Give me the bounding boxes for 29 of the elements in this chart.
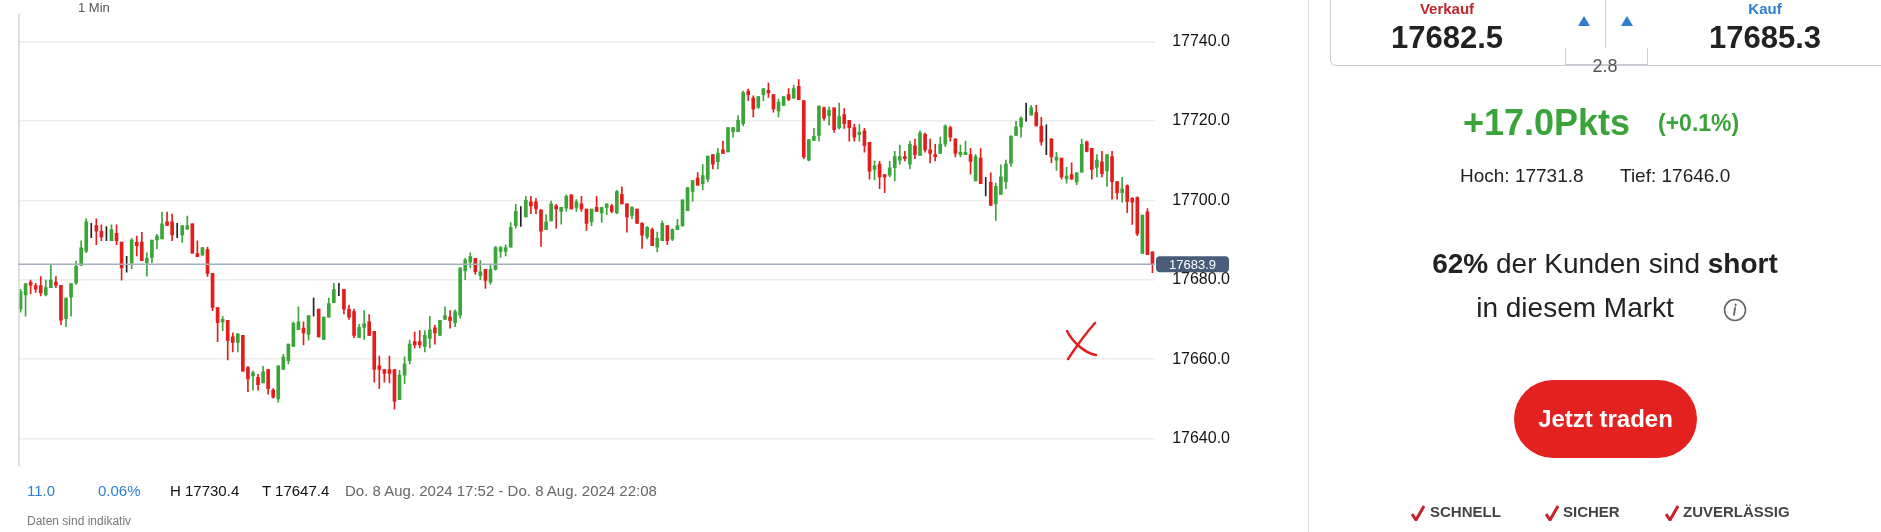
- text: Kauf: [1747, 0, 1783, 17]
- text: +17.0Pkts: [1463, 102, 1631, 144]
- y-tick-label: 17680.0: [1172, 270, 1231, 288]
- text: 11.0: [27, 482, 56, 499]
- text: 17682.5: [1389, 20, 1505, 56]
- text: in diesem Markt: [1475, 292, 1675, 324]
- text: 0.06%: [98, 482, 141, 499]
- y-tick-label: 17720.0: [1172, 111, 1231, 129]
- text: Daten sind indikativ: [27, 514, 132, 528]
- text: 62% der Kunden sind short: [1432, 248, 1778, 279]
- text: H 17730.4: [170, 482, 240, 499]
- ref-line-label: 17683.9: [1169, 256, 1216, 272]
- text: SCHNELL: [1430, 503, 1501, 520]
- text: Tief: 17646.0: [1620, 165, 1731, 187]
- annotation: 1 Min: [78, 0, 110, 15]
- y-tick-label: 17700.0: [1172, 190, 1231, 208]
- text: 17685.3: [1707, 20, 1823, 56]
- text: Hoch: 17731.8: [1460, 165, 1584, 187]
- text: ZUVERLÄSSIG: [1683, 503, 1790, 520]
- text: Jetzt traden: [1514, 380, 1697, 458]
- text: Do. 8 Aug. 2024 17:52 - Do. 8 Aug. 2024 22:08: [345, 482, 657, 499]
- y-tick-label: 17640.0: [1172, 429, 1231, 446]
- text: SICHER: [1563, 503, 1620, 520]
- y-tick-label: 17660.0: [1172, 349, 1231, 367]
- text: (+0.1%): [1658, 110, 1740, 137]
- y-tick-label: 17740.0: [1172, 31, 1231, 49]
- text: 2.8: [1591, 56, 1619, 77]
- text: Verkauf: [1418, 0, 1476, 17]
- text: T 17647.4: [262, 482, 330, 499]
